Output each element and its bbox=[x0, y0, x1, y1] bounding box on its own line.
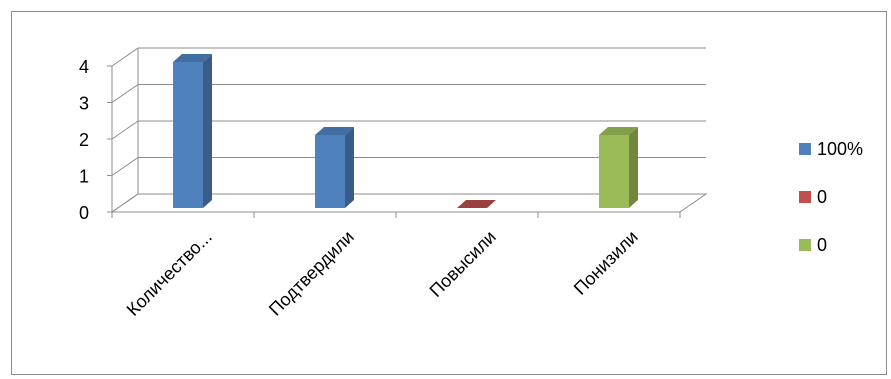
legend-swatch bbox=[799, 143, 811, 155]
gridline-side bbox=[111, 120, 139, 140]
bar bbox=[457, 200, 496, 208]
gridline-side bbox=[111, 47, 139, 67]
bar-front bbox=[315, 135, 345, 208]
bar-top bbox=[315, 127, 354, 135]
legend-label: 100% bbox=[817, 139, 863, 159]
x-tick-label: Количество... bbox=[123, 227, 216, 320]
chart-frame bbox=[11, 11, 887, 375]
bars bbox=[173, 54, 638, 208]
gridline-side bbox=[111, 84, 139, 103]
gridline-side bbox=[111, 193, 139, 213]
bar-side bbox=[203, 54, 212, 208]
legend-label: 0 bbox=[817, 187, 827, 207]
x-tick-label: Понизили bbox=[570, 227, 642, 299]
axes bbox=[107, 48, 681, 218]
y-tick-label: 3 bbox=[79, 94, 89, 114]
bar-side bbox=[345, 127, 354, 208]
legend: 100% 0 0 bbox=[799, 139, 863, 255]
y-tick-labels: 0 1 2 3 4 bbox=[79, 57, 89, 223]
legend-swatch bbox=[799, 191, 811, 203]
bar-side bbox=[629, 127, 638, 208]
bar bbox=[599, 127, 638, 208]
legend-entry: 0 bbox=[799, 187, 827, 207]
bar bbox=[173, 54, 212, 208]
bar-top bbox=[599, 127, 638, 135]
bar-top bbox=[457, 200, 496, 208]
y-tick-label: 0 bbox=[79, 203, 89, 223]
x-tick-label: Подтвердили bbox=[265, 227, 358, 320]
bar-front bbox=[173, 62, 203, 208]
y-tick-label: 1 bbox=[79, 167, 89, 187]
legend-swatch bbox=[799, 239, 811, 251]
y-tick-label: 4 bbox=[79, 57, 89, 77]
bar bbox=[315, 127, 354, 208]
x-tick-label: Повысили bbox=[426, 227, 500, 301]
gridline-side bbox=[111, 157, 139, 176]
gridlines bbox=[111, 47, 706, 213]
bar-front bbox=[599, 135, 629, 208]
legend-label: 0 bbox=[817, 235, 827, 255]
legend-entry: 100% bbox=[799, 139, 863, 159]
bar-top bbox=[173, 54, 212, 62]
legend-entry: 0 bbox=[799, 235, 827, 255]
x-tick-labels: Количество... Подтвердили Повысили Понизили bbox=[123, 227, 642, 320]
y-tick-label: 2 bbox=[79, 130, 89, 150]
